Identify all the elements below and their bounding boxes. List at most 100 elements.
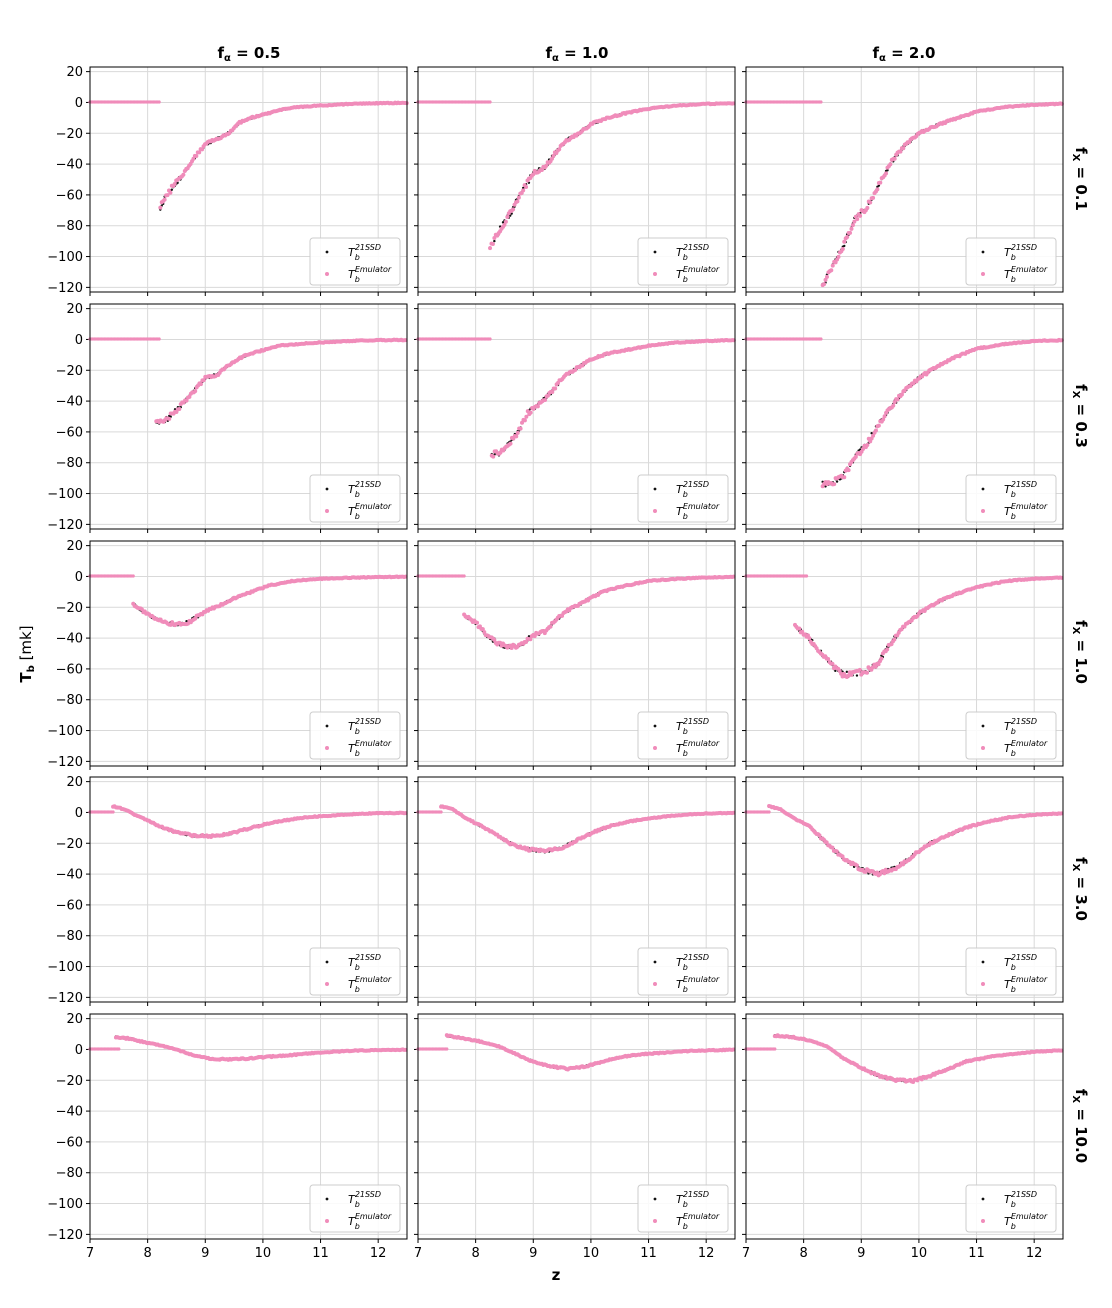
- emulator-point: [462, 574, 466, 578]
- emulator-point: [871, 195, 876, 200]
- panel-grid: 200−20−40−60−80−100−120Tb21SSDTbEmulator…: [47, 65, 1064, 1261]
- y-tick-label: 20: [66, 65, 83, 80]
- emulator-point: [858, 213, 863, 218]
- emulator-point: [200, 147, 205, 152]
- emulator-point: [855, 217, 860, 222]
- emulator-point: [548, 624, 553, 629]
- ssd-point: [843, 244, 846, 248]
- series-emulator: [416, 100, 736, 251]
- legend-marker: [981, 509, 985, 513]
- y-tick-label: −80: [56, 219, 83, 234]
- emulator-point: [885, 647, 890, 652]
- emulator-point: [177, 407, 182, 412]
- row-title-0: fX = 0.1: [1070, 147, 1090, 211]
- emulator-point: [488, 100, 492, 104]
- emulator-point: [194, 154, 199, 159]
- emulator-point: [131, 574, 135, 578]
- y-tick-label: −80: [56, 693, 83, 708]
- legend-marker: [981, 250, 985, 254]
- legend-marker: [325, 724, 329, 728]
- y-tick-label: −40: [56, 395, 83, 410]
- ssd-point: [855, 674, 859, 677]
- emulator-point: [488, 337, 492, 341]
- legend-marker: [981, 746, 985, 750]
- emulator-point: [544, 163, 549, 168]
- emulator-point: [158, 205, 163, 210]
- legend-label: TbEmulator: [1004, 265, 1048, 284]
- ssd-point: [510, 212, 513, 215]
- emulator-point: [490, 242, 495, 247]
- ssd-point: [886, 169, 889, 172]
- legend-label: Tb21SSD: [676, 243, 709, 262]
- emulator-point: [157, 337, 161, 341]
- y-tick-label: −40: [56, 868, 83, 883]
- emulator-point: [516, 195, 521, 200]
- y-tick-label: −100: [47, 250, 83, 265]
- y-tick-label: 20: [66, 539, 83, 554]
- emulator-point: [846, 468, 851, 473]
- y-tick-label: 0: [75, 806, 83, 821]
- emulator-point: [502, 222, 507, 227]
- ssd-point: [493, 239, 496, 243]
- y-tick-label: 0: [75, 333, 83, 348]
- row-titles: fX = 0.1 fX = 0.3 fX = 1.0 fX = 3.0 fX =…: [1070, 147, 1090, 1163]
- emulator-point: [892, 637, 897, 642]
- y-tick-label: −60: [56, 898, 83, 913]
- y-tick-label: −60: [56, 662, 83, 677]
- emulator-point: [884, 171, 889, 176]
- emulator-point: [521, 188, 526, 193]
- emulator-point: [875, 187, 880, 192]
- legend-label: Tb21SSD: [1004, 243, 1037, 262]
- ssd-point: [834, 669, 837, 673]
- emulator-point: [157, 100, 161, 104]
- series-emulator: [744, 100, 1064, 288]
- emulator-point: [876, 423, 881, 428]
- ssd-point: [877, 184, 881, 187]
- emulator-point: [508, 441, 513, 446]
- emulator-point: [797, 626, 802, 631]
- emulator-point: [852, 219, 857, 224]
- emulator-point: [514, 434, 519, 439]
- emulator-point: [198, 382, 203, 387]
- emulator-point: [898, 149, 903, 154]
- emulator-point: [168, 190, 173, 195]
- emulator-point: [181, 172, 186, 177]
- row-title-3: fX = 3.0: [1070, 857, 1090, 921]
- emulator-point: [550, 389, 555, 394]
- emulator-point: [551, 153, 556, 158]
- row-title-4: fX = 10.0: [1070, 1089, 1090, 1163]
- y-tick-label: −20: [56, 127, 83, 142]
- legend-marker: [653, 746, 657, 750]
- emulator-point: [165, 193, 170, 198]
- panel-frame: [745, 66, 1064, 293]
- legend-marker: [325, 982, 329, 986]
- y-tick-label: 20: [66, 302, 83, 317]
- legend-label: Tb21SSD: [348, 243, 381, 262]
- emulator-point: [162, 197, 167, 202]
- x-axis-label: z: [552, 1266, 561, 1284]
- emulator-point: [836, 254, 841, 259]
- emulator-point: [193, 389, 198, 394]
- row-title-2: fX = 1.0: [1070, 620, 1090, 684]
- y-tick-label: −60: [56, 188, 83, 203]
- emulator-point: [878, 180, 883, 185]
- ssd-point: [501, 221, 505, 224]
- emulator-point: [557, 147, 562, 152]
- emulator-point: [522, 418, 527, 423]
- panel-frame: [89, 66, 408, 293]
- emulator-point: [543, 398, 548, 403]
- y-tick-label: 0: [75, 96, 83, 111]
- legend: Tb21SSD TbEmulator: [965, 237, 1057, 286]
- emulator-point: [842, 475, 847, 480]
- emulator-point: [807, 636, 812, 641]
- y-axis-label: Tb [mk]: [17, 625, 37, 682]
- y-tick-label: −100: [47, 487, 83, 502]
- legend-box: [637, 237, 729, 286]
- row-title-1: fX = 0.3: [1070, 384, 1090, 448]
